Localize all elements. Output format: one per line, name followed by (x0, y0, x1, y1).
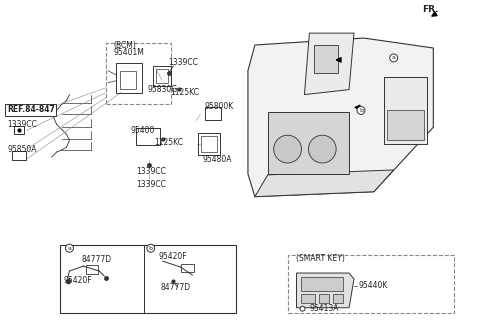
Text: 95800K: 95800K (204, 102, 234, 111)
Text: 84777D: 84777D (82, 255, 111, 264)
Polygon shape (248, 38, 433, 197)
Bar (120, 71, 136, 89)
Polygon shape (297, 273, 354, 308)
Text: a: a (68, 246, 72, 251)
Bar (136, 128, 160, 145)
Text: b: b (149, 246, 153, 251)
Text: 95400: 95400 (131, 126, 156, 135)
Bar (205, 108, 221, 120)
Text: 1125KC: 1125KC (170, 88, 200, 97)
Bar (86, 265, 98, 274)
Bar (14, 126, 24, 134)
Bar (288, 255, 454, 313)
Circle shape (274, 135, 301, 163)
Bar (384, 77, 427, 144)
Bar (319, 294, 329, 303)
Bar (314, 45, 338, 73)
Circle shape (357, 107, 365, 114)
Text: (BCM): (BCM) (113, 41, 136, 50)
Text: 1125KC: 1125KC (154, 138, 183, 147)
Bar (153, 66, 170, 86)
Text: 95401M: 95401M (113, 48, 144, 57)
Text: b: b (359, 108, 363, 113)
Text: 95420F: 95420F (159, 252, 187, 261)
Text: 95850A: 95850A (7, 145, 36, 154)
Text: 1339CC: 1339CC (136, 180, 166, 189)
Bar (387, 110, 424, 140)
Text: 1339CC: 1339CC (136, 167, 166, 176)
Text: 95480A: 95480A (203, 155, 232, 164)
Bar (12, 151, 26, 160)
Text: FR.: FR. (422, 5, 439, 14)
Bar (60, 245, 236, 313)
Text: 84777D: 84777D (161, 283, 191, 292)
Bar (301, 294, 315, 303)
Polygon shape (304, 33, 354, 95)
Circle shape (65, 244, 73, 252)
Text: 1339CC: 1339CC (168, 58, 199, 67)
Text: 1339CC: 1339CC (7, 120, 37, 129)
Polygon shape (255, 170, 394, 197)
Circle shape (309, 135, 336, 163)
Bar (106, 43, 170, 105)
Bar (116, 63, 142, 93)
Text: a: a (392, 55, 396, 61)
Circle shape (300, 306, 305, 311)
Text: 95420F: 95420F (63, 277, 92, 286)
Bar (180, 264, 194, 272)
Bar (268, 112, 349, 174)
Bar (301, 277, 343, 291)
Bar (333, 294, 343, 303)
Text: (SMART KEY): (SMART KEY) (296, 254, 344, 263)
Bar (201, 136, 217, 152)
Text: REF.84-847: REF.84-847 (7, 105, 55, 114)
Text: 95830G: 95830G (148, 85, 178, 94)
Text: 95413A: 95413A (310, 304, 339, 313)
Circle shape (390, 54, 397, 62)
Bar (156, 69, 168, 83)
Bar (198, 133, 220, 155)
Circle shape (147, 244, 155, 252)
Text: 95440K: 95440K (359, 281, 388, 290)
